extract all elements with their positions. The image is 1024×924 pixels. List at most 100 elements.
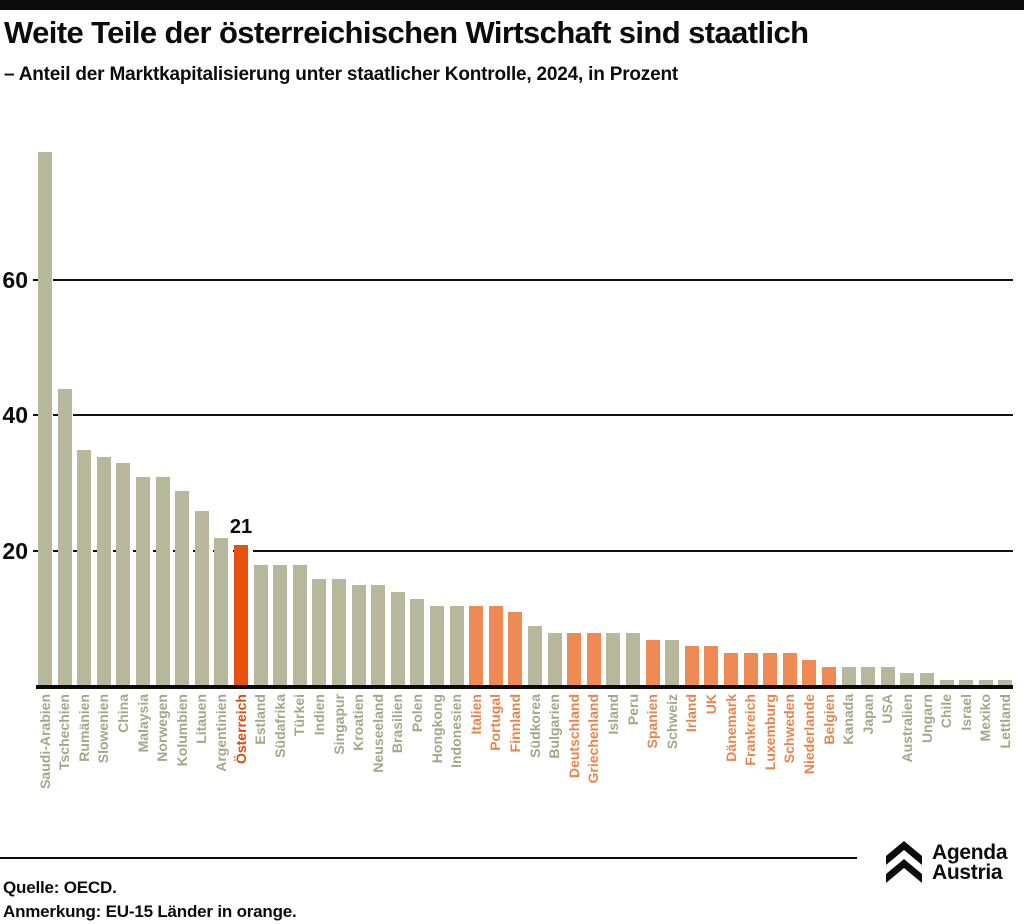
bar xyxy=(155,476,170,687)
country-label: Italien xyxy=(467,694,484,735)
bar xyxy=(861,666,876,687)
bar xyxy=(978,680,993,687)
bar xyxy=(253,565,268,687)
country-label: Ungarn xyxy=(918,694,935,743)
y-tick-label: 60 xyxy=(2,266,28,293)
y-tick-label: 40 xyxy=(2,402,28,428)
bar xyxy=(939,680,954,687)
bar xyxy=(704,646,719,687)
country-label: Deutschland xyxy=(565,694,582,779)
y-tick-label: 20 xyxy=(2,537,28,564)
country-label: Griechenland xyxy=(585,694,602,784)
gridline-dashed xyxy=(33,414,77,416)
country-label: Kanada xyxy=(840,694,857,745)
country-label: Peru xyxy=(624,694,641,726)
bar xyxy=(684,646,699,687)
country-label: Südafrika xyxy=(271,694,288,758)
bar xyxy=(488,605,503,687)
bar xyxy=(547,632,562,687)
country-label: USA xyxy=(879,694,896,724)
country-label: Slowenien xyxy=(95,694,112,764)
bar xyxy=(665,639,680,687)
country-label: Polen xyxy=(408,694,425,733)
gridline xyxy=(56,278,1013,281)
bar xyxy=(802,659,817,687)
gridline xyxy=(76,414,1013,416)
country-label: Israel xyxy=(957,694,974,731)
country-label: Belgien xyxy=(820,694,837,745)
country-label: Mexiko xyxy=(977,694,994,742)
bar xyxy=(998,680,1013,687)
bar xyxy=(116,463,131,687)
bar xyxy=(57,388,72,687)
bar xyxy=(920,673,934,687)
country-label: Dänemark xyxy=(722,694,739,762)
country-label: Estland xyxy=(252,694,269,745)
bar xyxy=(508,612,523,687)
bar xyxy=(880,666,895,687)
bar xyxy=(645,639,660,687)
country-label: Irland xyxy=(683,694,700,733)
bar xyxy=(214,537,229,687)
country-label: Kolumbien xyxy=(173,694,190,767)
country-label: Tschechien xyxy=(56,694,73,770)
bar xyxy=(234,544,248,687)
bar xyxy=(312,578,327,687)
country-label: Rumänien xyxy=(75,694,92,762)
country-label: Hongkong xyxy=(428,694,445,764)
country-label: Finnland xyxy=(506,694,523,753)
bar xyxy=(900,673,915,687)
country-label: Japan xyxy=(859,694,876,735)
country-label: Brasilien xyxy=(389,694,406,754)
bar xyxy=(959,680,974,687)
bar xyxy=(175,490,190,687)
country-label: Australien xyxy=(898,694,915,763)
bar xyxy=(351,585,366,687)
bar xyxy=(822,666,836,687)
country-label: Lettland xyxy=(996,694,1013,749)
bar xyxy=(782,653,797,687)
double-chevron-up-icon xyxy=(886,841,922,884)
country-label: Österreich xyxy=(232,694,249,765)
bar xyxy=(841,666,856,687)
bar xyxy=(332,578,346,687)
logo-text: Agenda Austria xyxy=(932,841,1008,884)
agenda-austria-logo: Agenda Austria xyxy=(886,841,1008,884)
country-label: Portugal xyxy=(487,694,504,751)
bar xyxy=(743,653,758,687)
country-label: Litauen xyxy=(193,694,210,744)
country-label: Bulgarien xyxy=(546,694,563,759)
bar xyxy=(273,565,288,687)
bar xyxy=(626,632,640,687)
country-label: Frankreich xyxy=(742,694,759,766)
country-label: Südkorea xyxy=(526,694,543,758)
country-label: Schweden xyxy=(781,694,798,764)
bar xyxy=(410,598,425,687)
country-label: UK xyxy=(702,694,719,715)
source-note: Quelle: OECD. xyxy=(3,878,117,897)
bar xyxy=(469,605,484,687)
country-label: China xyxy=(114,694,131,733)
country-label: Luxemburg xyxy=(761,694,778,771)
bar xyxy=(449,605,464,687)
bar xyxy=(96,456,111,687)
country-label: Schweiz xyxy=(663,694,680,750)
chart-subtitle: – Anteil der Marktkapitalisierung unter … xyxy=(4,64,679,85)
country-label: Norwegen xyxy=(154,694,171,762)
x-axis-line xyxy=(36,685,1013,689)
gridline xyxy=(252,549,1013,552)
value-annotation: 21 xyxy=(229,515,253,538)
page-title: Weite Teile der österreichischen Wirtsch… xyxy=(4,15,809,50)
country-label: Niederlande xyxy=(800,694,817,775)
bar xyxy=(567,632,582,687)
bar xyxy=(194,510,209,687)
bar xyxy=(38,151,52,687)
country-label: Island xyxy=(604,694,621,735)
bar xyxy=(390,592,405,687)
country-label: Singapur xyxy=(330,694,347,755)
country-label: Chile xyxy=(938,694,955,729)
bar xyxy=(528,626,542,687)
bar xyxy=(586,632,601,687)
country-label: Indonesien xyxy=(448,694,465,768)
